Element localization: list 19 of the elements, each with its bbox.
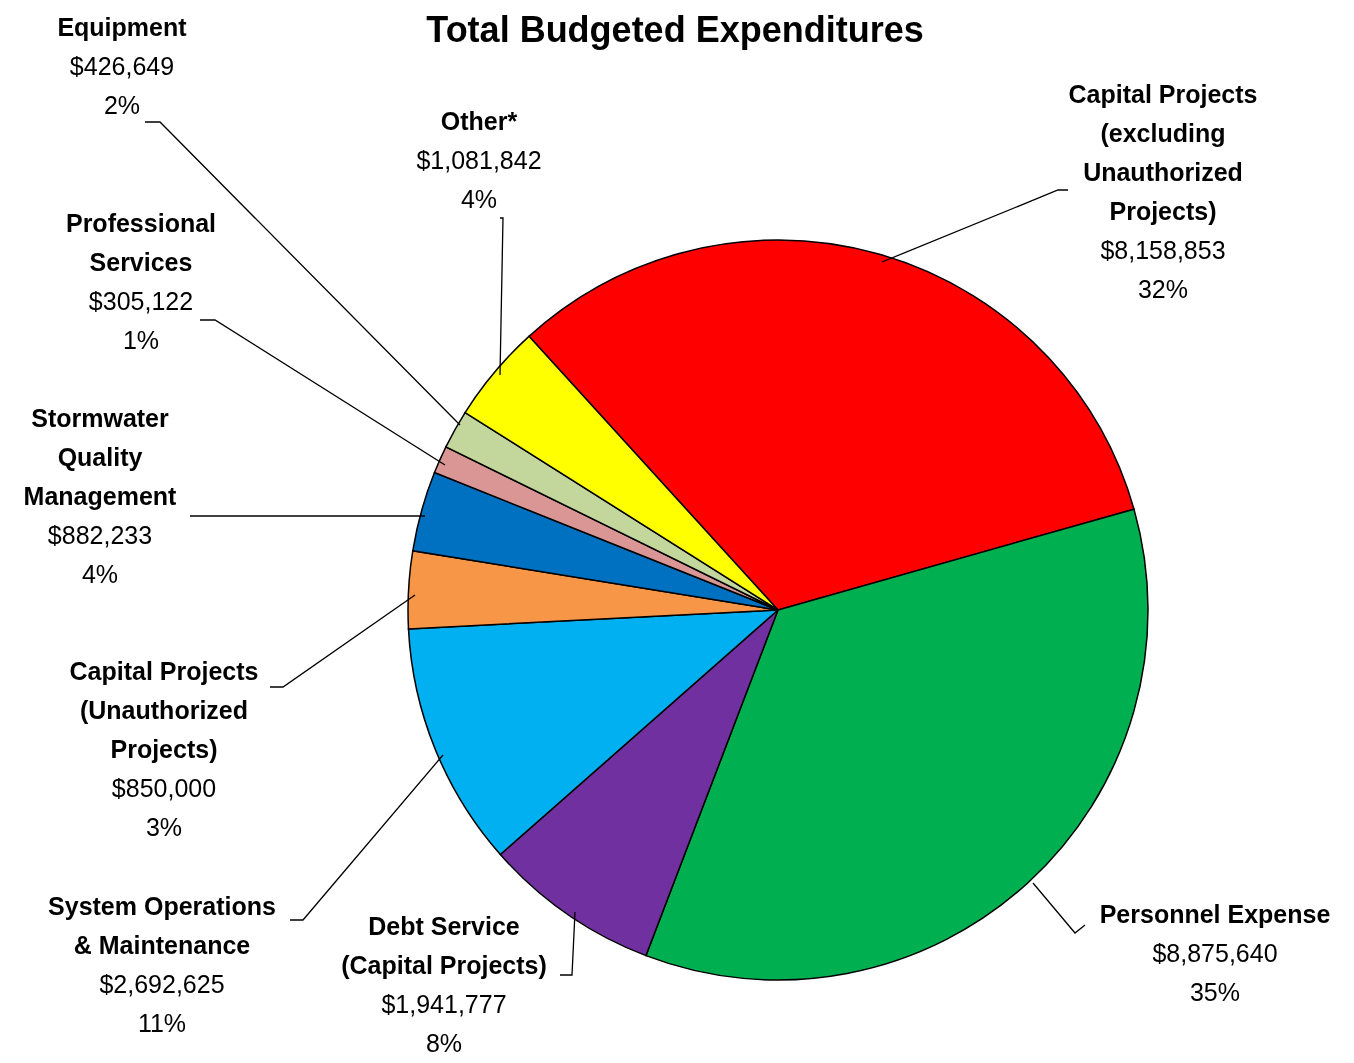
data-label: $2,692,625 11% — [99, 970, 225, 1037]
data-label: $8,875,640 35% — [1152, 939, 1278, 1006]
slice-label: System Operations & Maintenance — [48, 892, 276, 959]
slice-label: Stormwater Quality Management — [23, 404, 178, 510]
slice-label: Debt Service (Capital Projects) — [341, 912, 547, 979]
slice-label: Capital Projects (excluding Unauthorized Projects) — [1068, 80, 1258, 225]
data-label: $1,941,777 8% — [381, 990, 507, 1057]
slice-label: Other* — [440, 107, 518, 135]
data-label: $882,233 4% — [47, 521, 153, 588]
slice-label: Capital Projects (Unauthorized Projects) — [69, 657, 259, 763]
data-label: $305,122 1% — [88, 287, 194, 354]
slice-label: Equipment — [57, 13, 188, 41]
chart-title: Total Budgeted Expenditures — [426, 9, 924, 50]
data-label: $850,000 3% — [111, 774, 217, 841]
slice-label: Personnel Expense — [1099, 900, 1331, 928]
data-label: $1,081,842 4% — [416, 146, 542, 213]
slice-label: Professional Services — [65, 209, 217, 276]
data-label: $8,158,853 32% — [1100, 236, 1226, 303]
data-label: $426,649 2% — [69, 52, 175, 119]
